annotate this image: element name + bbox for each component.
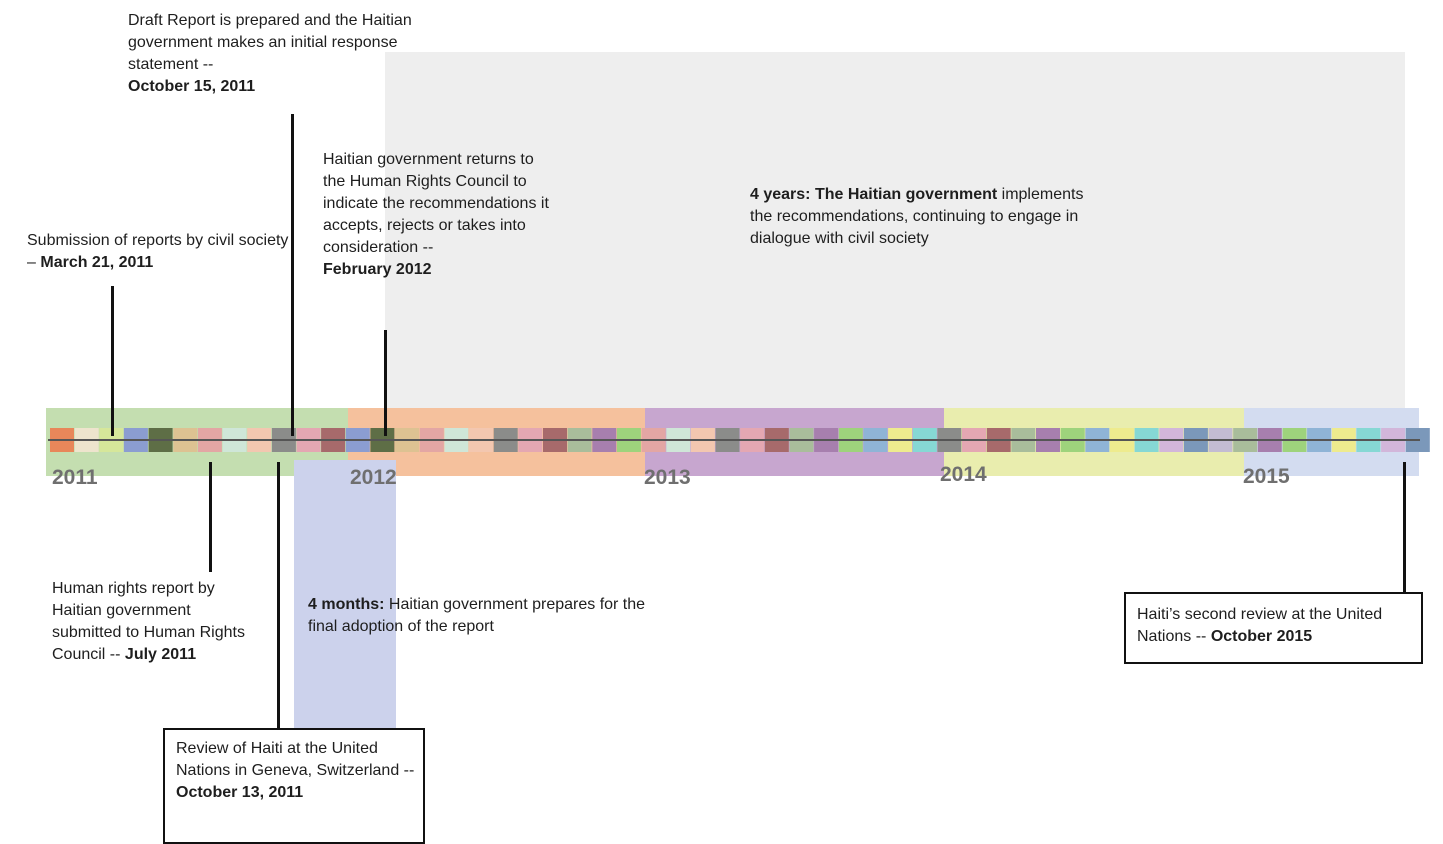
connector-review-geneva [277,462,280,730]
four-years-period-shade [385,52,1405,408]
event-review-geneva-date: October 13, 2011 [176,784,304,801]
four-months-period-shade [294,460,396,730]
year-label-2015: 2015 [1243,465,1290,488]
event-draft-report: Draft Report is prepared and the Haitian… [128,12,412,95]
event-review-geneva-box: Review of Haiti at the United Nations in… [163,728,425,844]
event-draft-report-date: October 15, 2011 [128,78,256,95]
year-label-2014: 2014 [940,463,987,486]
connector-draft-report [291,114,294,436]
event-second-review: Haiti’s second review at the United Nati… [1137,606,1383,645]
connector-human-rights-report [209,462,212,572]
event-second-review-date: October 2015 [1210,628,1313,645]
event-submission-civil-society: Submission of reports by civil society –… [27,232,289,271]
event-government-returns: Haitian government returns to the Human … [323,151,549,278]
event-human-rights-report: Human rights report by Haitian governmen… [52,580,245,663]
connector-government-returns [384,330,387,436]
year-label-2012: 2012 [350,466,397,489]
period-four-months-lead: 4 months: [308,596,385,613]
year-label-2013: 2013 [644,466,691,489]
event-second-review-box: Haiti’s second review at the United Nati… [1124,592,1423,664]
event-review-geneva: Review of Haiti at the United Nations in… [176,740,415,801]
period-four-years: 4 years: The Haitian government implemen… [750,186,1084,247]
period-four-months: 4 months: Haitian government prepares fo… [308,596,646,635]
connector-submission-civil-society [111,286,114,436]
event-human-rights-report-date: July 2011 [124,646,197,663]
event-government-returns-date: February 2012 [323,261,432,278]
event-submission-civil-society-date: March 21, 2011 [40,254,154,271]
year-label-2011: 2011 [52,466,98,489]
connector-second-review [1403,462,1406,594]
period-four-years-lead: 4 years: The Haitian government [750,186,998,203]
